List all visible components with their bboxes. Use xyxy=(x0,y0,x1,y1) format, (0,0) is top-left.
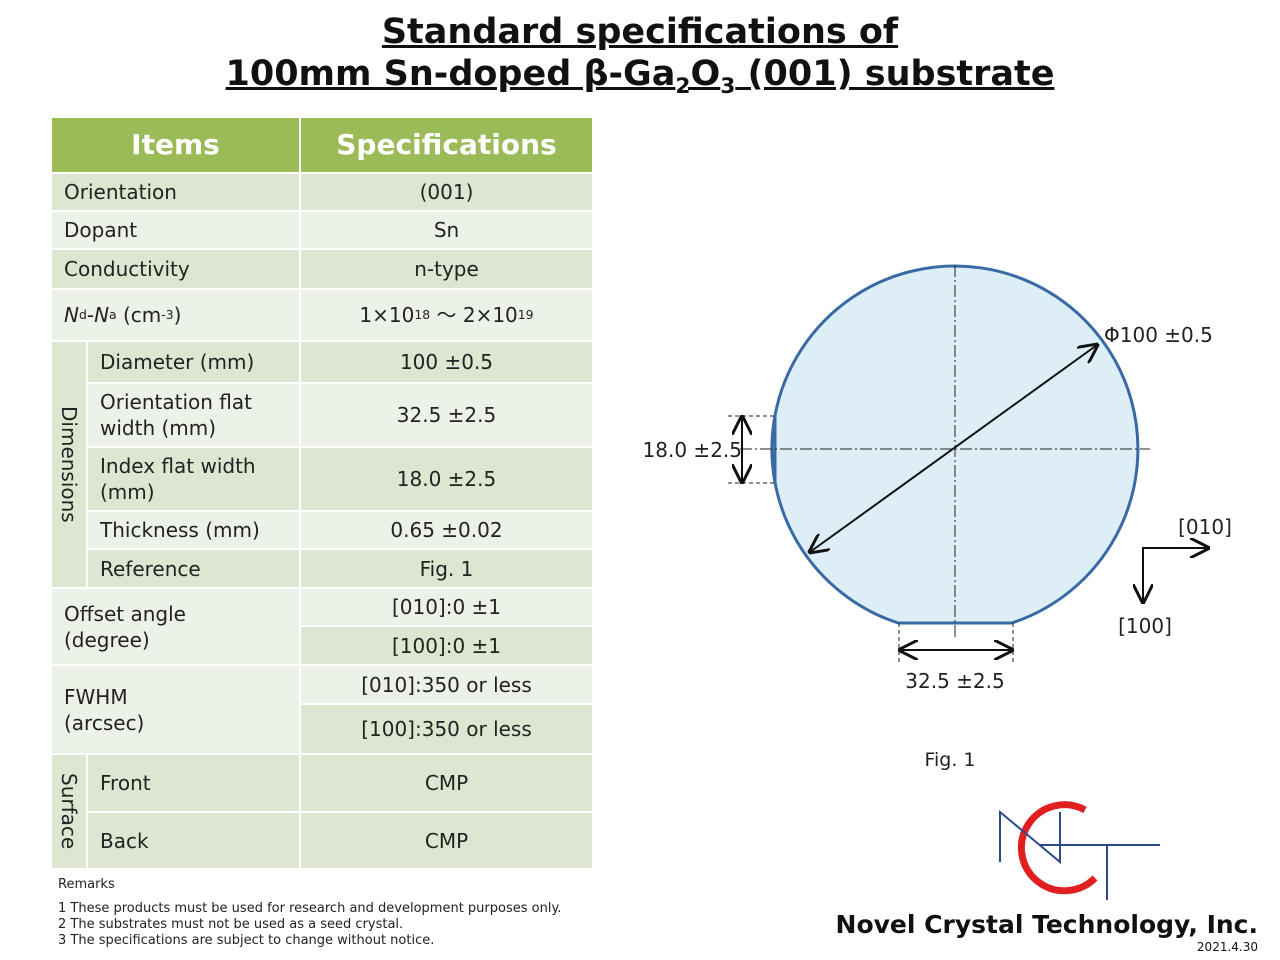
remark: 1 These products must be used for resear… xyxy=(58,901,562,916)
item-cell: Diameter (mm) xyxy=(88,342,299,382)
title-part: 100mm Sn-doped β-Ga xyxy=(225,54,676,94)
item-cell: Offset angle (degree) xyxy=(52,589,299,664)
spec-cell: CMP xyxy=(301,755,592,811)
title-line: 100mm Sn-doped β-Ga2O3 (001) substrate xyxy=(0,54,1280,99)
title-part: (001) substrate xyxy=(735,54,1055,94)
spec-cell: n-type xyxy=(301,250,592,288)
group-label: Surface xyxy=(52,755,86,868)
text-part: (cm xyxy=(116,303,162,327)
item-cell: Orientation flat width (mm) xyxy=(88,384,299,446)
item-cell: Conductivity xyxy=(52,250,299,288)
figure-caption: Fig. 1 xyxy=(924,749,975,771)
header-cell: Items xyxy=(52,118,299,172)
spec-cell: [100]:350 or less xyxy=(301,705,592,753)
text-part: N xyxy=(64,303,79,327)
text-sub: d xyxy=(78,307,87,322)
text-sup: 19 xyxy=(517,307,534,322)
spec-cell: 18.0 ±2.5 xyxy=(301,448,592,510)
item-cell: Dopant xyxy=(52,212,299,248)
dim-label: Φ100 ±0.5 xyxy=(1104,323,1213,347)
remark: 2 The substrates must not be used as a s… xyxy=(58,917,404,932)
title-part: O xyxy=(690,54,721,94)
title-sub: 3 xyxy=(720,74,736,99)
item-cell: Back xyxy=(88,813,299,868)
spec-cell: 1×10 18 ～ 2×10 19 xyxy=(301,290,592,340)
spec-cell: CMP xyxy=(301,813,592,868)
direction-label: [100] xyxy=(1118,614,1172,638)
company-name: Novel Crystal Technology, Inc. xyxy=(836,910,1258,939)
item-cell: Index flat width (mm) xyxy=(88,448,299,510)
dim-label: 18.0 ±2.5 xyxy=(643,438,742,462)
item-cell: FWHM (arcsec) xyxy=(52,666,299,753)
item-cell: Orientation xyxy=(52,174,299,210)
item-cell: Thickness (mm) xyxy=(88,512,299,548)
spec-cell: 32.5 ±2.5 xyxy=(301,384,592,446)
text-part: 1×10 xyxy=(359,303,415,327)
header-cell: Specifications xyxy=(301,118,592,172)
group-label: Dimensions xyxy=(52,342,86,587)
spec-cell: [010]:0 ±1 xyxy=(301,589,592,625)
text-sub: a xyxy=(109,307,117,322)
date: 2021.4.30 xyxy=(1197,940,1258,954)
text-part: ～ 2×10 xyxy=(430,303,518,327)
spec-cell: 0.65 ±0.02 xyxy=(301,512,592,548)
item-cell: Reference xyxy=(88,550,299,587)
text-sup: -3 xyxy=(161,307,174,322)
spec-cell: Fig. 1 xyxy=(301,550,592,587)
remarks-title: Remarks xyxy=(58,877,115,892)
spec-cell: Sn xyxy=(301,212,592,248)
diameter-arrow xyxy=(810,345,1097,552)
text-part: N xyxy=(94,303,110,327)
logo xyxy=(999,801,1160,900)
text-sup: 18 xyxy=(414,307,431,322)
title-sub: 2 xyxy=(675,74,691,99)
title-line: Standard specifications of xyxy=(381,12,899,52)
direction-label: [010] xyxy=(1178,515,1232,539)
remark: 3 The specifications are subject to chan… xyxy=(58,933,435,948)
spec-cell: (001) xyxy=(301,174,592,210)
dim-label: 32.5 ±2.5 xyxy=(905,669,1004,693)
text-part: - xyxy=(86,303,95,327)
text-part: ) xyxy=(173,303,182,327)
spec-cell: 100 ±0.5 xyxy=(301,342,592,382)
item-cell: Front xyxy=(88,755,299,811)
spec-cell: [010]:350 or less xyxy=(301,666,592,703)
spec-cell: [100]:0 ±1 xyxy=(301,627,592,664)
